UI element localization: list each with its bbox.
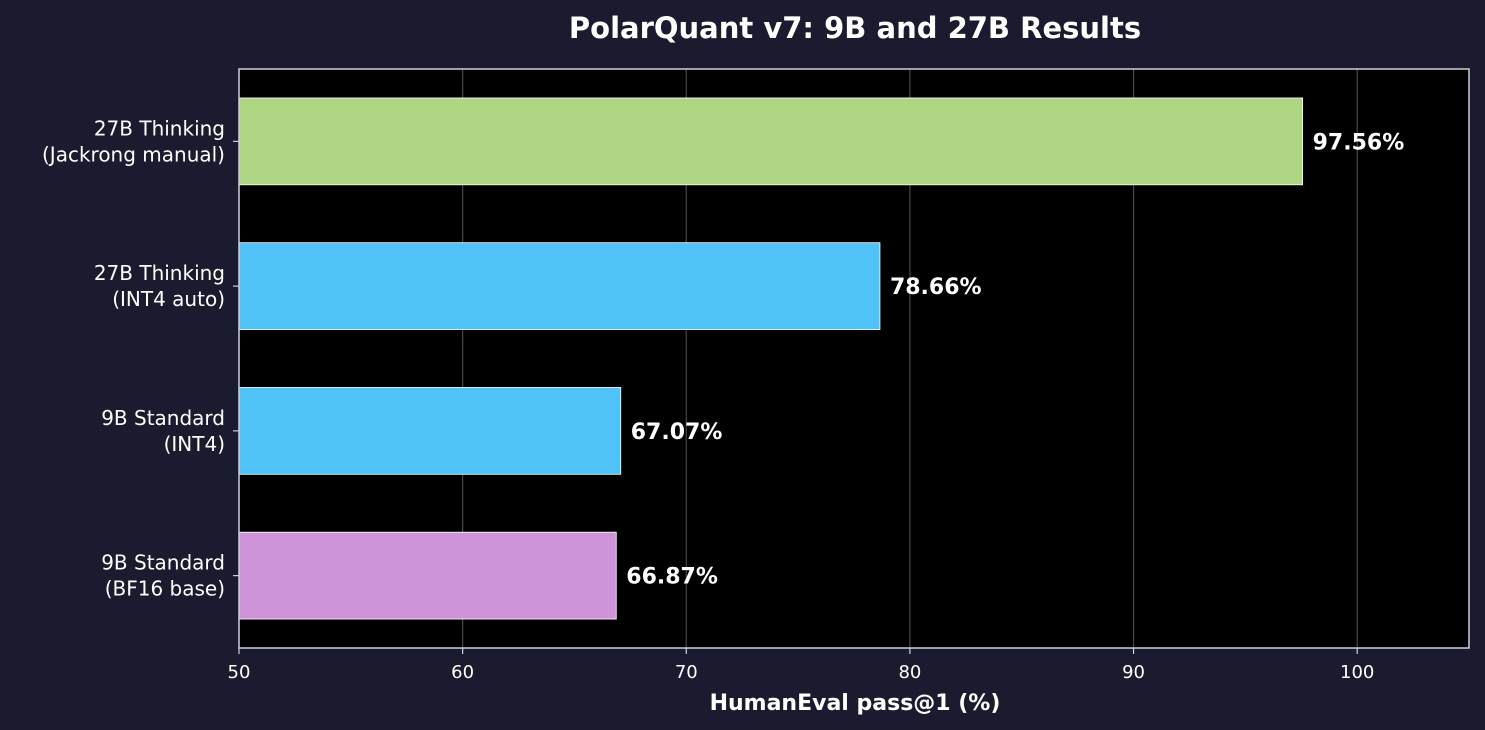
x-tick-label-1: 60 <box>451 662 474 683</box>
value-label-3: 66.87% <box>626 565 718 590</box>
bar-3 <box>238 531 617 620</box>
x-axis-ticks: 50 60 70 80 90 100 <box>228 648 1374 683</box>
y-tick-label-0-line-0: 27B Thinking <box>94 116 225 140</box>
y-tick-label-2-line-0: 9B Standard <box>101 406 225 430</box>
y-tick-label-2: 9B Standard (INT4) <box>101 406 225 456</box>
y-tick-label-0: 27B Thinking (Jackrong manual) <box>42 116 225 166</box>
x-tick-label-2: 70 <box>675 662 698 683</box>
y-tick-label-0-line-1: (Jackrong manual) <box>42 142 225 166</box>
value-label-1: 78.66% <box>890 275 982 300</box>
y-tick-label-3: 9B Standard (BF16 base) <box>101 551 225 601</box>
x-tick-label-5: 100 <box>1340 662 1374 683</box>
y-tick-label-3-line-0: 9B Standard <box>101 551 225 575</box>
value-labels: 97.56% 78.66% 67.07% 66.87% <box>626 130 1404 589</box>
value-label-2: 67.07% <box>631 420 723 445</box>
y-tick-label-1-line-1: (INT4 auto) <box>112 287 225 311</box>
y-tick-label-1: 27B Thinking (INT4 auto) <box>94 261 225 311</box>
x-tick-label-3: 80 <box>898 662 921 683</box>
x-tick-label-4: 90 <box>1122 662 1145 683</box>
x-axis-label: HumanEval pass@1 (%) <box>710 691 1001 716</box>
value-label-0: 97.56% <box>1313 130 1405 155</box>
chart-title: PolarQuant v7: 9B and 27B Results <box>569 11 1141 45</box>
x-tick-label-0: 50 <box>228 662 251 683</box>
bar-1 <box>238 242 881 330</box>
plot-frame <box>238 68 1470 649</box>
y-tick-label-1-line-0: 27B Thinking <box>94 261 225 285</box>
y-tick-label-3-line-1: (BF16 base) <box>105 577 225 601</box>
bar-0 <box>238 97 1304 186</box>
bar-2 <box>238 387 622 475</box>
y-tick-label-2-line-1: (INT4) <box>164 432 225 456</box>
y-axis-ticks: 27B Thinking (Jackrong manual)27B Thinkin… <box>42 116 239 601</box>
bars <box>238 97 1304 620</box>
